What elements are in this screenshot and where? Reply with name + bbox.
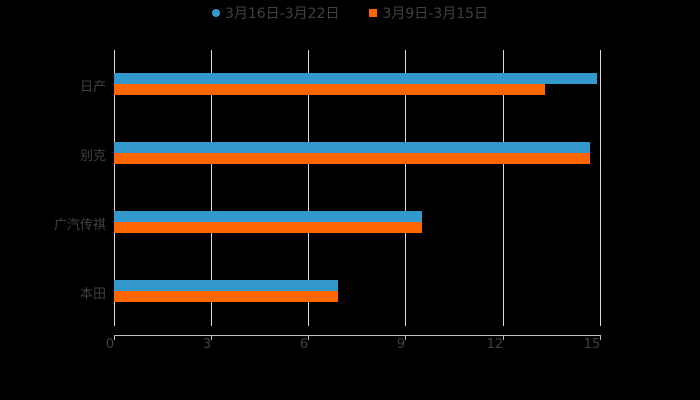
legend-marker-square-icon bbox=[369, 9, 378, 17]
gridline bbox=[211, 50, 212, 326]
plot-area bbox=[114, 50, 601, 340]
y-category-label: 广汽传祺 bbox=[53, 218, 106, 233]
x-tick-label: 0 bbox=[105, 337, 115, 352]
bar-series-2[interactable] bbox=[114, 291, 338, 302]
x-tick-label: 15 bbox=[583, 337, 601, 352]
x-tick bbox=[503, 335, 504, 340]
gridline bbox=[308, 50, 309, 326]
gridline bbox=[600, 50, 601, 326]
legend-item-series-1[interactable]: 3月16日-3月22日 bbox=[211, 3, 340, 23]
legend-marker-circle-icon bbox=[211, 9, 220, 17]
y-category-label: 日产 bbox=[79, 80, 106, 95]
legend-label: 3月9日-3月15日 bbox=[382, 6, 489, 22]
y-category-label: 别克 bbox=[79, 149, 106, 164]
bar-series-1[interactable] bbox=[114, 280, 338, 291]
legend-label: 3月16日-3月22日 bbox=[224, 6, 340, 22]
gridline bbox=[405, 50, 406, 326]
x-tick-label: 3 bbox=[202, 337, 212, 352]
x-tick-label: 6 bbox=[299, 337, 309, 352]
bar-series-1[interactable] bbox=[114, 142, 590, 153]
gridline bbox=[114, 50, 115, 326]
x-tick bbox=[405, 335, 406, 340]
legend-item-series-2[interactable]: 3月9日-3月15日 bbox=[369, 3, 488, 23]
x-axis-line bbox=[114, 335, 600, 336]
x-tick bbox=[600, 335, 601, 340]
x-tick-label: 12 bbox=[486, 337, 504, 352]
gridline bbox=[503, 50, 504, 326]
bar-series-2[interactable] bbox=[114, 84, 545, 95]
bar-series-2[interactable] bbox=[114, 222, 422, 233]
chart-legend: 3月16日-3月22日 3月9日-3月15日 bbox=[0, 3, 700, 23]
x-tick bbox=[211, 335, 212, 340]
bar-series-1[interactable] bbox=[114, 73, 597, 84]
x-tick bbox=[114, 335, 115, 340]
x-tick bbox=[308, 335, 309, 340]
x-tick-label: 9 bbox=[396, 337, 406, 352]
y-category-label: 本田 bbox=[79, 287, 106, 302]
bar-series-2[interactable] bbox=[114, 153, 590, 164]
bar-series-1[interactable] bbox=[114, 211, 422, 222]
